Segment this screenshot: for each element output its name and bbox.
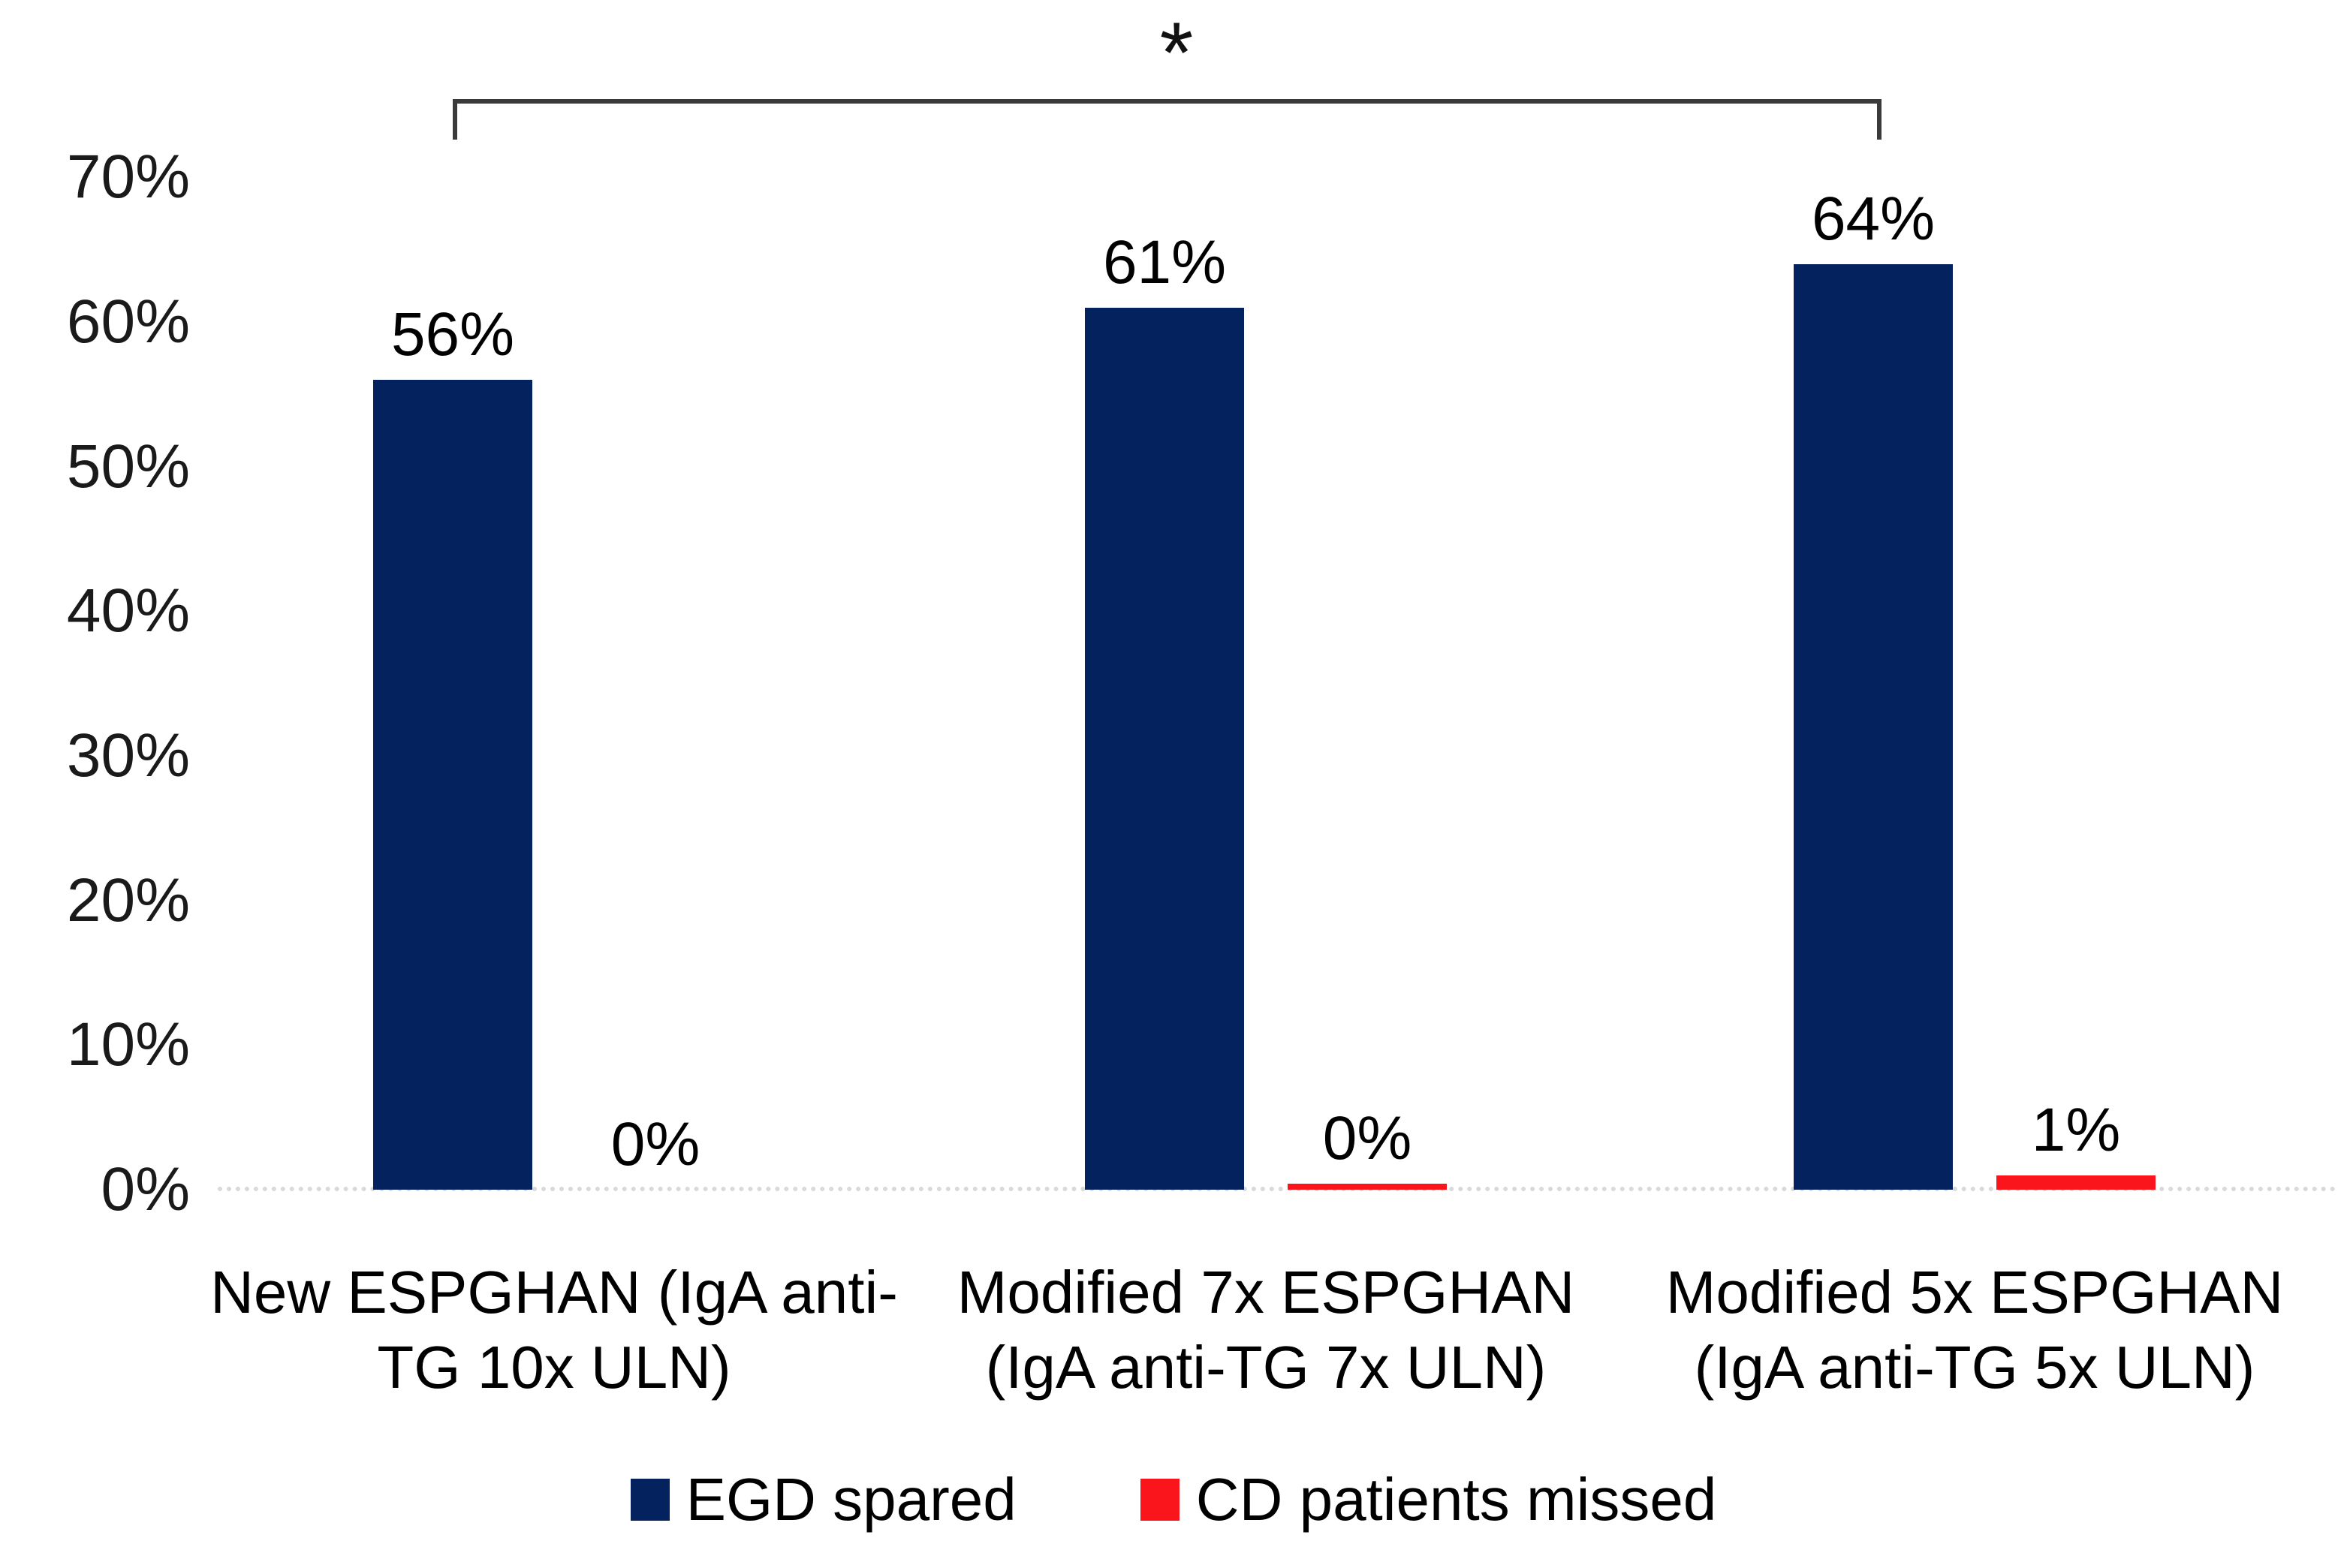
x-axis-line [218, 1187, 2336, 1191]
legend-label: CD patients missed [1195, 1466, 1717, 1533]
value-label: 0% [610, 1110, 700, 1178]
y-axis-tick-label: 50% [66, 432, 190, 501]
bracket-horizontal-line [453, 99, 1882, 104]
legend-swatch-icon [630, 1479, 670, 1521]
value-label: 61% [1102, 227, 1227, 296]
value-label: 1% [2031, 1095, 2121, 1164]
y-axis-tick-label: 60% [66, 287, 190, 356]
legend-label: EGD spared [685, 1466, 1017, 1533]
y-axis-tick-label: 40% [66, 576, 190, 646]
category-label: New ESPGHAN (IgA anti-TG 10x ULN) [210, 1259, 898, 1401]
bracket-left-tick [453, 99, 457, 140]
category-label: Modified 5x ESPGHAN (IgA anti-TG 5x ULN) [1665, 1259, 2284, 1401]
legend-item: CD patients missed [1140, 1465, 1717, 1534]
y-axis-tick-label: 70% [66, 143, 190, 212]
bar-cd-patients-missed [1288, 1184, 1447, 1190]
y-axis-tick-label: 10% [66, 1010, 190, 1079]
value-label: 56% [390, 299, 515, 369]
bar-egd-spared [1794, 263, 1953, 1190]
value-label: 64% [1811, 184, 1936, 253]
significance-asterisk: * [1159, 5, 1194, 101]
legend-item: EGD spared [630, 1465, 1017, 1534]
bar-egd-spared [373, 379, 532, 1190]
legend: EGD spared CD patients missed [0, 1465, 2347, 1534]
y-axis-tick-label: 20% [66, 865, 190, 934]
y-axis-tick-label: 30% [66, 721, 190, 790]
bracket-right-tick [1877, 99, 1882, 140]
legend-swatch-icon [1140, 1479, 1180, 1521]
bar-egd-spared [1085, 307, 1244, 1190]
bar-cd-patients-missed [1996, 1175, 2156, 1190]
value-label: 0% [1322, 1104, 1412, 1172]
y-axis-tick-label: 0% [101, 1155, 190, 1223]
category-label: Modified 7x ESPGHAN (IgA anti-TG 7x ULN) [957, 1259, 1575, 1401]
